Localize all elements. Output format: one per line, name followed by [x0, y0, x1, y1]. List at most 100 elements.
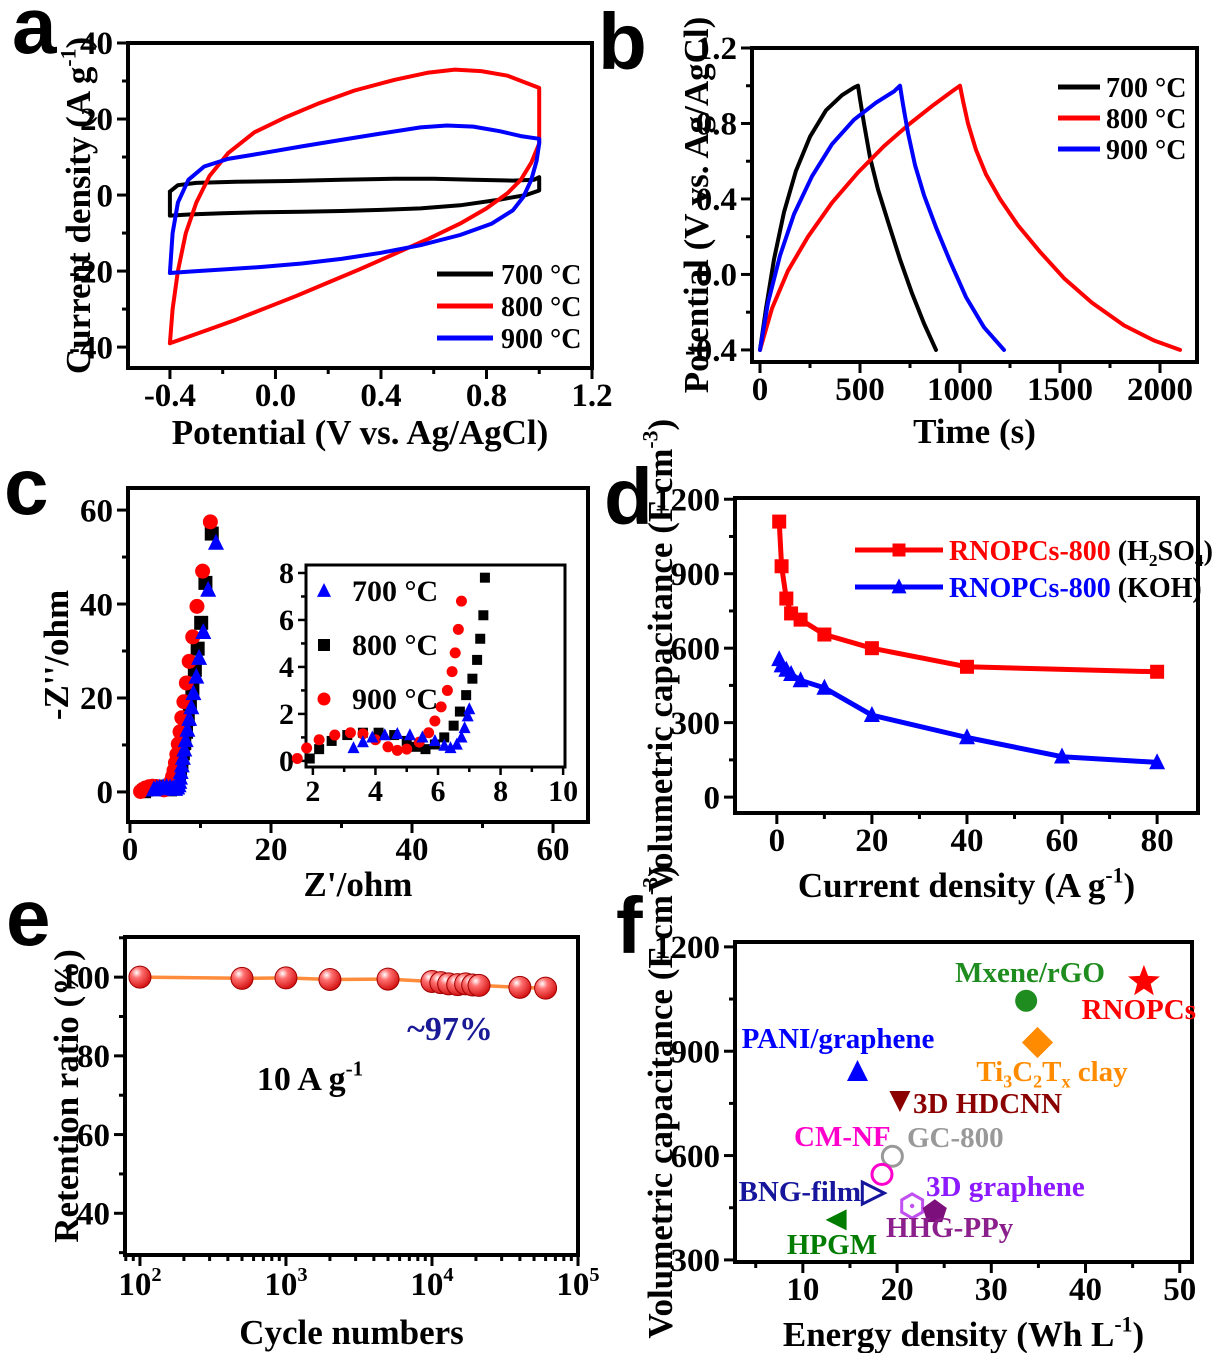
panel-f: f 10 20 30 40 50 300 600 900 1200 Energy density …	[610, 865, 1220, 1353]
panel-e-cycling-chart: 102 103 104 105 40 60 80 100 Cycle numbers Retent…	[47, 935, 600, 1352]
svg-text:800 °C: 800 °C	[1106, 104, 1186, 135]
svg-text:800 °C: 800 °C	[352, 629, 438, 662]
svg-text:Potential (V vs. Ag/AgCl): Potential (V vs. Ag/AgCl)	[172, 413, 549, 452]
svg-text:3D HDCNN: 3D HDCNN	[913, 1088, 1062, 1120]
svg-text:2: 2	[305, 775, 320, 808]
svg-text:104: 104	[410, 1264, 453, 1303]
svg-text:900 °C: 900 °C	[352, 683, 438, 716]
svg-text:Current density (A g-1): Current density (A g-1)	[56, 37, 98, 374]
panel-f-label: f	[616, 881, 643, 970]
panel-a-cv-chart: -0.4 0.0 0.4 0.8 1.2 -40 -20 0 20 40 Potential (V …	[56, 26, 612, 452]
svg-text:900 °C: 900 °C	[1106, 135, 1186, 166]
svg-text:BNG-film: BNG-film	[739, 1176, 861, 1208]
svg-text:600: 600	[671, 631, 721, 667]
svg-text:-40: -40	[69, 330, 113, 366]
svg-text:40: 40	[77, 1197, 110, 1233]
svg-text:Potential (V vs. Ag/AgCl): Potential (V vs. Ag/AgCl)	[677, 17, 716, 394]
svg-text:500: 500	[835, 372, 885, 408]
svg-text:300: 300	[671, 706, 721, 742]
svg-text:GC-800: GC-800	[907, 1122, 1004, 1154]
panel-a-label: a	[12, 0, 57, 70]
svg-text:10: 10	[786, 1272, 819, 1308]
svg-text:Volumetric capacitance (F cm-3: Volumetric capacitance (F cm-3)	[638, 865, 680, 1338]
svg-text:700 °C: 700 °C	[501, 260, 581, 291]
svg-text:-0.4: -0.4	[144, 378, 196, 414]
svg-text:1200: 1200	[654, 930, 720, 966]
svg-text:10: 10	[548, 775, 578, 808]
svg-text:0: 0	[704, 780, 721, 816]
svg-text:800 °C: 800 °C	[501, 292, 581, 323]
svg-text:40: 40	[396, 832, 429, 868]
svg-text:0.8: 0.8	[466, 378, 507, 414]
svg-text:4: 4	[279, 651, 294, 684]
svg-text:10 A g-1: 10 A g-1	[257, 1057, 363, 1098]
svg-text:0: 0	[279, 745, 294, 778]
svg-text:Ti3C2Tx clay: Ti3C2Tx clay	[976, 1056, 1128, 1091]
svg-text:-Z''/ohm: -Z''/ohm	[37, 590, 76, 720]
svg-text:HPGM: HPGM	[787, 1229, 877, 1261]
svg-text:1.2: 1.2	[696, 31, 737, 67]
panel-b-gcd-chart: 0 500 1000 1500 2000 -0.4 0.0 0.4 0.8 1.2 Time (s)…	[677, 17, 1199, 451]
svg-text:4: 4	[368, 775, 383, 808]
svg-text:RNOPCs-800 (H2SO4): RNOPCs-800 (H2SO4)	[949, 536, 1213, 570]
svg-text:40: 40	[950, 823, 983, 859]
panel-d: d 0 20 40 60 80 0 300 600 900 1200 Current density…	[604, 419, 1220, 905]
panel-b-label: b	[598, 0, 647, 86]
svg-text:1200: 1200	[654, 482, 720, 518]
svg-text:0: 0	[769, 823, 786, 859]
svg-text:1.2: 1.2	[571, 378, 612, 414]
panel-a: a -0.4 0.0 0.4 0.8 1.2 -40 -20 0 20 40 Potential (…	[0, 0, 613, 455]
svg-text:0: 0	[97, 775, 114, 811]
svg-text:RNOPCs: RNOPCs	[1082, 994, 1196, 1026]
svg-text:8: 8	[279, 557, 294, 590]
svg-text:0: 0	[752, 372, 769, 408]
svg-text:3D graphene: 3D graphene	[926, 1171, 1085, 1203]
svg-text:20: 20	[855, 823, 888, 859]
svg-text:105: 105	[556, 1264, 599, 1303]
svg-text:100: 100	[61, 960, 111, 996]
svg-text:RNOPCs-800 (KOH): RNOPCs-800 (KOH)	[949, 573, 1202, 604]
panel-e: e 102 103 104 105 40 60 80 100 Cycle numbers Rete…	[0, 878, 610, 1353]
svg-text:6: 6	[279, 604, 294, 637]
svg-text:700 °C: 700 °C	[352, 575, 438, 608]
svg-text:60: 60	[77, 1118, 110, 1154]
svg-text:~97%: ~97%	[407, 1011, 493, 1048]
svg-text:2000: 2000	[1127, 372, 1193, 408]
panel-d-rate-chart: 0 20 40 60 80 0 300 600 900 1200 Current density (…	[638, 419, 1213, 905]
svg-text:CM-NF: CM-NF	[794, 1121, 891, 1153]
panel-e-label: e	[6, 873, 51, 962]
svg-text:600: 600	[671, 1139, 721, 1175]
svg-text:40: 40	[1069, 1272, 1102, 1308]
svg-text:20: 20	[881, 1272, 914, 1308]
panel-c-label: c	[4, 442, 49, 531]
panel-f-comparison-chart: 10 20 30 40 50 300 600 900 1200 Energy density (W…	[638, 865, 1196, 1353]
svg-text:0.4: 0.4	[696, 182, 737, 218]
panel-b: b 0 500 1000 1500 2000 -0.4 0.0 0.4 0.8 1.2 Time (…	[598, 0, 1220, 455]
svg-text:Cycle numbers: Cycle numbers	[239, 1313, 464, 1352]
svg-text:700 °C: 700 °C	[1106, 73, 1186, 104]
svg-text:Current density (A g-1): Current density (A g-1)	[798, 863, 1135, 905]
svg-text:900: 900	[671, 1034, 721, 1070]
svg-text:60: 60	[537, 832, 570, 868]
svg-text:60: 60	[80, 493, 113, 529]
panel-d-label: d	[604, 452, 653, 541]
svg-text:0: 0	[97, 178, 114, 214]
svg-text:50: 50	[1163, 1272, 1196, 1308]
svg-text:900 °C: 900 °C	[501, 324, 581, 355]
svg-text:2: 2	[279, 698, 294, 731]
svg-text:Z'/ohm: Z'/ohm	[304, 865, 413, 904]
svg-text:0.4: 0.4	[360, 378, 401, 414]
svg-text:0.0: 0.0	[696, 258, 737, 294]
svg-text:0: 0	[122, 832, 139, 868]
svg-text:6: 6	[431, 775, 446, 808]
svg-text:0.0: 0.0	[255, 378, 296, 414]
svg-text:Volumetric capacitance (F cm-3: Volumetric capacitance (F cm-3)	[638, 419, 680, 892]
svg-text:20: 20	[254, 832, 287, 868]
svg-text:-0.4: -0.4	[685, 333, 737, 369]
svg-text:20: 20	[80, 102, 113, 138]
svg-text:PANI/graphene: PANI/graphene	[742, 1023, 935, 1055]
svg-text:-20: -20	[69, 254, 113, 290]
svg-text:Retention ratio (%): Retention ratio (%)	[47, 949, 86, 1243]
